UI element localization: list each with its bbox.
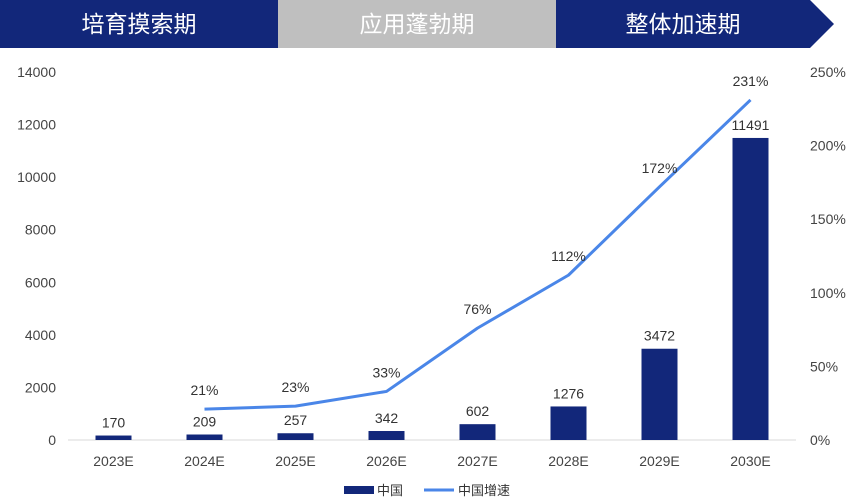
left-tick-label: 0: [48, 432, 56, 448]
phase-label-3: 整体加速期: [626, 12, 741, 38]
bar-value-label: 170: [102, 415, 126, 431]
x-axis-ticks: 2023E 2024E 2025E 2026E 2027E 2028E 2029E 2030E: [93, 453, 770, 469]
x-tick-label: 2028E: [548, 453, 588, 469]
growth-value-label: 172%: [642, 160, 678, 176]
left-tick-label: 4000: [25, 327, 56, 343]
left-tick-label: 12000: [17, 117, 56, 133]
bar-2023E: [95, 435, 132, 440]
right-axis: 0% 50% 100% 150% 200% 250%: [810, 64, 846, 448]
right-tick-label: 100%: [810, 285, 846, 301]
phase-banner: 培育摸索期 应用蓬勃期 整体加速期: [0, 0, 834, 48]
right-tick-label: 150%: [810, 211, 846, 227]
x-tick-label: 2023E: [93, 453, 133, 469]
bar-value-label: 602: [466, 403, 490, 419]
bar-labels: 170 209 257 342 602 1276 3472 11491: [102, 117, 770, 431]
right-tick-label: 0%: [810, 432, 830, 448]
bar-2024E: [186, 434, 223, 440]
phase-segment-2: [278, 0, 556, 48]
x-tick-label: 2024E: [184, 453, 224, 469]
x-tick-label: 2027E: [457, 453, 497, 469]
bar-value-label: 342: [375, 410, 399, 426]
bar-value-label: 1276: [553, 385, 584, 401]
bar-2025E: [277, 433, 314, 440]
phase-label-1: 培育摸索期: [82, 12, 197, 38]
bar-2028E: [550, 406, 587, 440]
left-axis: 0 2000 4000 6000 8000 10000 12000 14000: [17, 64, 56, 448]
bar-2030E: [732, 137, 769, 440]
legend: 中国 中国增速: [344, 484, 510, 499]
growth-value-label: 231%: [733, 73, 769, 89]
growth-line: 21% 23% 33% 76% 112% 172% 231%: [190, 73, 769, 411]
bar-2029E: [641, 348, 678, 440]
x-tick-label: 2026E: [366, 453, 406, 469]
left-tick-label: 2000: [25, 379, 56, 395]
bar-2026E: [368, 431, 405, 440]
right-tick-label: 200%: [810, 138, 846, 154]
right-tick-label: 50%: [810, 358, 838, 374]
x-tick-label: 2029E: [639, 453, 679, 469]
bar-value-label: 3472: [644, 328, 675, 344]
phase-segment-1: [0, 0, 278, 48]
growth-value-label: 23%: [281, 379, 309, 395]
growth-line-path: [204, 98, 752, 411]
phase-segment-3: [556, 0, 834, 48]
legend-bar-swatch: [344, 486, 374, 494]
left-tick-label: 14000: [17, 64, 56, 80]
growth-value-label: 33%: [372, 364, 400, 380]
growth-value-label: 112%: [551, 248, 586, 264]
legend-line-label: 中国增速: [458, 484, 510, 499]
phase-label-2: 应用蓬勃期: [360, 12, 475, 38]
bar-2027E: [459, 424, 496, 440]
right-tick-label: 250%: [810, 64, 846, 80]
bar-value-label: 257: [284, 412, 308, 428]
growth-value-label: 21%: [190, 382, 218, 398]
bar-value-label: 209: [193, 414, 217, 430]
left-tick-label: 8000: [25, 222, 56, 238]
legend-bar-label: 中国: [377, 484, 403, 499]
x-tick-label: 2030E: [730, 453, 770, 469]
left-tick-label: 6000: [25, 274, 56, 290]
bar-value-label: 11491: [732, 117, 770, 133]
left-tick-label: 10000: [17, 169, 56, 185]
bars: [95, 137, 769, 440]
x-tick-label: 2025E: [275, 453, 315, 469]
growth-value-label: 76%: [463, 301, 491, 317]
